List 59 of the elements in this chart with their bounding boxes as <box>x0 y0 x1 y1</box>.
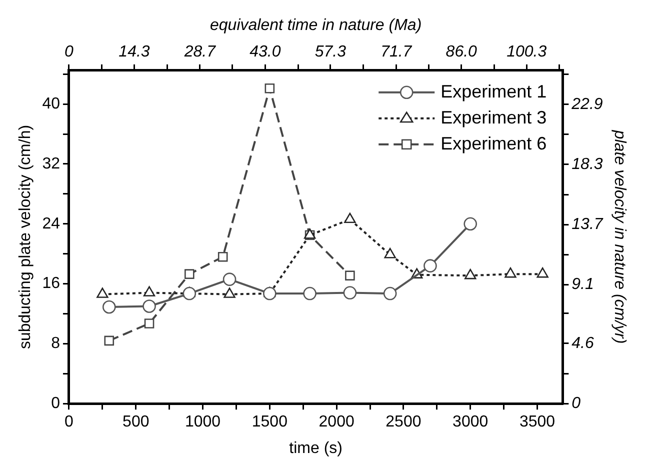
y2-tick-label: 0 <box>572 395 581 412</box>
point <box>184 269 194 279</box>
x-tick-label: 3500 <box>519 414 556 431</box>
y2-tick-label: 9.1 <box>572 276 594 294</box>
x-tick-label: 2000 <box>318 414 354 431</box>
point <box>504 267 516 278</box>
point <box>464 217 477 231</box>
legend-label: Experiment 1 <box>440 81 547 102</box>
y-tick-label: 0 <box>51 395 60 412</box>
point <box>102 300 116 314</box>
x2-tick-label: 28.7 <box>183 43 217 60</box>
x-tick-label: 500 <box>122 414 150 431</box>
y-tick-label: 32 <box>42 155 60 172</box>
x2-tick-label: 86.0 <box>446 43 478 60</box>
x2-tick-label: 0 <box>64 43 74 60</box>
y2-axis-title: plate velocity in nature (cm/yr) <box>610 129 628 344</box>
y-tick-label: 24 <box>42 215 60 232</box>
point <box>264 83 275 94</box>
point <box>182 286 196 300</box>
x-tick-label: 1500 <box>252 414 288 431</box>
y-axis-title: subducting plate velocity (cm/h) <box>17 124 34 350</box>
y-tick-label: 16 <box>42 275 60 292</box>
point <box>263 286 276 300</box>
point <box>343 286 357 300</box>
x2-tick-label: 100.3 <box>506 43 547 60</box>
point <box>344 212 356 224</box>
x-tick-label: 0 <box>64 414 74 431</box>
x-tick-label: 1000 <box>184 414 221 431</box>
point <box>142 300 156 313</box>
point <box>104 336 114 346</box>
legend-label: Experiment 6 <box>440 133 547 154</box>
x-tick-label: 3000 <box>452 414 488 431</box>
x2-tick-label: 14.3 <box>118 43 150 60</box>
point <box>384 248 396 258</box>
point <box>96 288 108 298</box>
y2-tick-label: 22.9 <box>570 96 603 113</box>
y2-tick-label: 18.3 <box>572 156 603 173</box>
point <box>144 318 154 328</box>
x-axis-title: time (s) <box>289 440 342 457</box>
x2-tick-label: 57.3 <box>314 43 346 60</box>
y2-tick-label: 4.6 <box>572 334 594 352</box>
x-tick-label: 2500 <box>386 414 422 431</box>
point <box>222 272 236 286</box>
point <box>536 267 548 278</box>
point <box>303 286 316 300</box>
legend-label: Experiment 3 <box>440 107 547 128</box>
point <box>224 288 236 298</box>
y-tick-label: 8 <box>51 335 60 352</box>
point <box>345 270 355 280</box>
point <box>383 286 397 300</box>
x2-tick-label: 43.0 <box>250 43 281 60</box>
point <box>218 252 228 262</box>
point <box>424 259 437 272</box>
x2-tick-label: 71.7 <box>380 43 413 60</box>
x2-axis-title: equivalent time in nature (Ma) <box>210 17 422 34</box>
y-tick-label: 40 <box>42 96 60 112</box>
y2-tick-label: 13.7 <box>572 216 604 234</box>
point <box>143 286 156 296</box>
point <box>464 268 476 280</box>
